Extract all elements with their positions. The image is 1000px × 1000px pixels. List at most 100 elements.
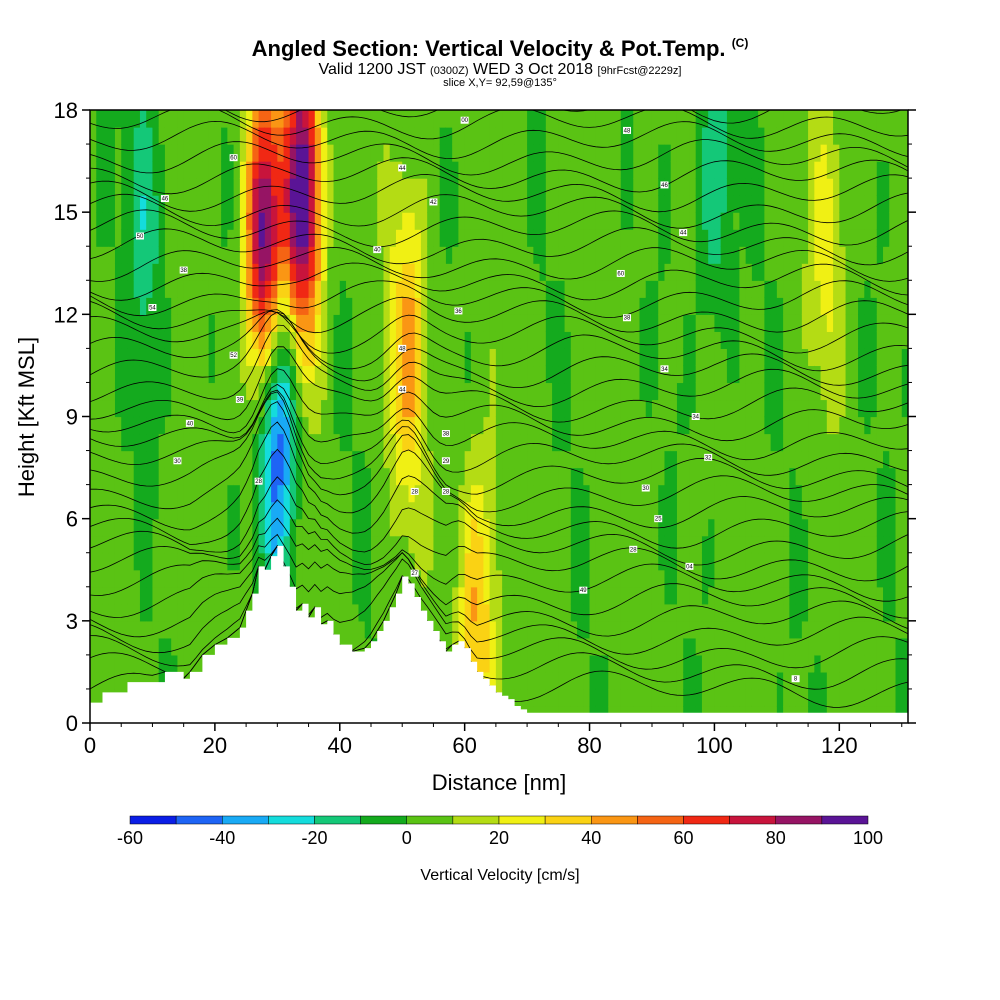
velocity-cell [833,484,840,503]
velocity-cell [339,416,347,435]
velocity-cell [876,467,884,486]
velocity-cell [564,229,572,247]
velocity-cell [470,297,478,315]
velocity-cell [246,450,253,469]
velocity-cell [627,518,634,537]
velocity-cell [864,603,872,622]
isentrope-label: 28 [411,489,418,495]
velocity-cell [308,195,316,213]
velocity-cell [202,382,210,401]
velocity-cell [595,569,603,588]
velocity-cell [870,654,878,673]
velocity-cell [745,654,753,673]
velocity-cell [714,671,722,690]
velocity-cell [789,518,797,537]
velocity-cell [477,552,484,571]
velocity-cell [139,280,147,298]
velocity-cell [627,433,634,452]
velocity-cell [196,382,203,401]
velocity-cell [733,382,741,401]
velocity-cell [701,314,709,332]
velocity-cell [152,433,160,452]
velocity-cell [720,127,728,145]
velocity-cell [695,263,703,281]
velocity-cell [602,416,609,435]
velocity-cell [545,127,553,145]
velocity-cell [733,229,741,247]
velocity-cell [664,450,672,469]
velocity-cell [208,127,216,145]
velocity-cell [414,280,422,298]
velocity-cell [452,586,460,605]
velocity-cell [602,501,609,520]
velocity-cell [377,603,385,622]
velocity-cell [464,178,472,196]
velocity-cell [114,263,122,281]
velocity-cell [870,161,878,179]
velocity-cell [352,127,360,145]
isentrope-label-bg [460,116,469,124]
velocity-cell [795,399,803,418]
velocity-cell [308,518,316,537]
velocity-cell [370,331,378,349]
velocity-cell [726,110,734,128]
velocity-cell [858,501,865,520]
velocity-cell [395,365,403,384]
velocity-cell [558,620,566,639]
velocity-cell [895,178,903,196]
velocity-cell [658,110,666,128]
velocity-cell [202,450,210,469]
velocity-cell [202,144,210,162]
isentrope-label-bg [429,198,438,206]
velocity-cell [645,365,653,384]
velocity-cell [864,569,872,588]
velocity-cell [664,246,672,264]
velocity-cell [895,450,903,469]
velocity-cell [633,127,641,145]
velocity-cell [739,127,747,145]
velocity-cell [227,280,235,298]
velocity-cell [627,399,634,418]
velocity-cell [520,518,528,537]
velocity-cell [839,586,847,605]
velocity-cell [420,501,428,520]
velocity-cell [658,535,666,554]
velocity-cell [202,212,210,230]
velocity-cell [801,637,809,656]
velocity-cell [589,552,597,571]
velocity-cell [133,382,141,401]
velocity-cell [346,280,353,298]
velocity-cell [851,552,859,571]
velocity-cell [664,637,672,656]
velocity-cell [533,348,541,367]
velocity-cell [90,246,97,264]
velocity-cell [214,535,222,554]
velocity-cell [221,535,228,554]
velocity-cell [171,280,179,298]
velocity-cell [739,144,747,162]
velocity-cell [489,314,497,332]
velocity-cell [539,637,547,656]
velocity-cell [726,178,734,196]
velocity-cell [402,246,410,264]
velocity-cell [708,212,716,230]
velocity-cell [608,144,616,162]
velocity-cell [395,212,403,230]
velocity-cell [695,467,703,486]
velocity-cell [327,331,335,349]
velocity-cell [558,212,566,230]
velocity-cell [595,331,603,349]
velocity-cell [470,212,478,230]
velocity-cell [221,246,228,264]
velocity-cell [864,297,872,315]
velocity-cell [171,348,179,367]
velocity-cell [808,144,815,162]
x-tick-label: 0 [84,733,96,758]
velocity-cell [751,586,759,605]
velocity-cell [364,280,372,298]
velocity-cell [814,144,822,162]
velocity-cell [858,127,865,145]
velocity-cell [352,314,360,332]
velocity-cell [595,297,603,315]
velocity-cell [814,552,822,571]
